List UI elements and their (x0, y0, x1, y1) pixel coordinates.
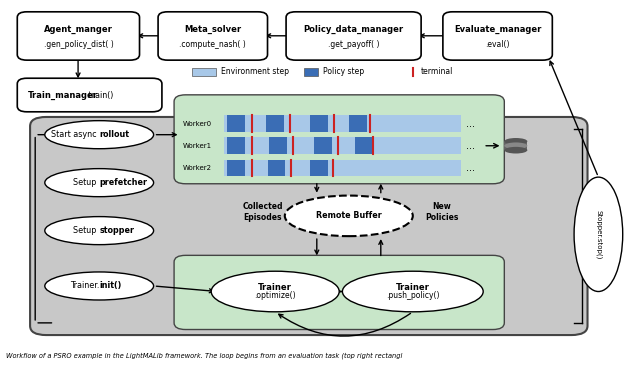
Text: ...: ... (466, 118, 475, 129)
Bar (310, 159, 328, 176)
Text: Policy_data_manager: Policy_data_manager (303, 25, 404, 34)
Text: .eval(): .eval() (485, 39, 510, 49)
Text: rollout: rollout (99, 130, 129, 139)
Text: prefetcher: prefetcher (99, 178, 147, 187)
Text: Environment step: Environment step (221, 68, 289, 76)
Ellipse shape (45, 169, 154, 197)
Ellipse shape (285, 196, 413, 236)
Bar (227, 115, 245, 132)
Text: Trainer.: Trainer. (70, 282, 99, 290)
Ellipse shape (45, 121, 154, 149)
Text: Worker1: Worker1 (182, 143, 212, 149)
Bar (224, 159, 461, 176)
Bar (224, 137, 461, 154)
Bar (227, 159, 245, 176)
Text: .optimize(): .optimize() (254, 292, 296, 300)
Bar (227, 137, 245, 154)
Text: terminal: terminal (420, 68, 453, 76)
FancyBboxPatch shape (17, 78, 162, 112)
FancyBboxPatch shape (286, 12, 421, 60)
Text: Worker2: Worker2 (182, 165, 211, 171)
FancyBboxPatch shape (158, 12, 268, 60)
Text: Start async: Start async (51, 130, 99, 139)
FancyBboxPatch shape (30, 117, 588, 335)
Text: Setup: Setup (74, 178, 99, 187)
Ellipse shape (504, 142, 527, 149)
Bar (304, 68, 318, 76)
FancyBboxPatch shape (17, 12, 140, 60)
Bar (314, 137, 332, 154)
Text: .get_payoff( ): .get_payoff( ) (328, 39, 380, 49)
Text: Train_manager: Train_manager (28, 90, 97, 100)
Text: ...: ... (466, 163, 475, 173)
Bar (269, 137, 287, 154)
Text: .compute_nash( ): .compute_nash( ) (179, 39, 246, 49)
Text: init(): init() (99, 282, 122, 290)
Text: Worker0: Worker0 (182, 121, 212, 127)
Text: Trainer: Trainer (259, 283, 292, 292)
Text: .push_policy(): .push_policy() (386, 292, 440, 300)
Bar (504, 141, 527, 150)
Ellipse shape (504, 147, 527, 154)
Text: Collected
Episodes: Collected Episodes (242, 203, 283, 222)
Text: stopper: stopper (99, 226, 134, 235)
FancyBboxPatch shape (174, 255, 504, 330)
Text: Workflow of a PSRO example in the LightMALib framework. The loop begins from an : Workflow of a PSRO example in the LightM… (6, 352, 403, 359)
Text: Policy step: Policy step (323, 68, 364, 76)
Text: .gen_policy_dist( ): .gen_policy_dist( ) (44, 39, 113, 49)
Text: Evaluate_manager: Evaluate_manager (454, 25, 541, 34)
Bar (310, 115, 328, 132)
Bar (192, 68, 216, 76)
Text: Agent_manger: Agent_manger (44, 25, 113, 34)
Ellipse shape (342, 271, 483, 312)
Text: New
Policies: New Policies (425, 203, 458, 222)
Text: Meta_solver: Meta_solver (184, 25, 241, 34)
FancyBboxPatch shape (174, 95, 504, 184)
Bar (224, 115, 461, 132)
Ellipse shape (504, 138, 527, 145)
Bar (268, 159, 285, 176)
Ellipse shape (45, 272, 154, 300)
Ellipse shape (211, 271, 339, 312)
Bar (266, 115, 284, 132)
FancyBboxPatch shape (443, 12, 552, 60)
Text: Trainer: Trainer (396, 283, 429, 292)
Text: Remote Buffer: Remote Buffer (316, 211, 381, 220)
Text: Setup: Setup (74, 226, 99, 235)
Text: .train(): .train() (86, 90, 114, 100)
Text: Stopper.stop(): Stopper.stop() (595, 210, 602, 259)
Text: ...: ... (466, 141, 475, 151)
Bar (349, 115, 367, 132)
Ellipse shape (45, 217, 154, 245)
Bar (355, 137, 373, 154)
Ellipse shape (574, 177, 623, 292)
